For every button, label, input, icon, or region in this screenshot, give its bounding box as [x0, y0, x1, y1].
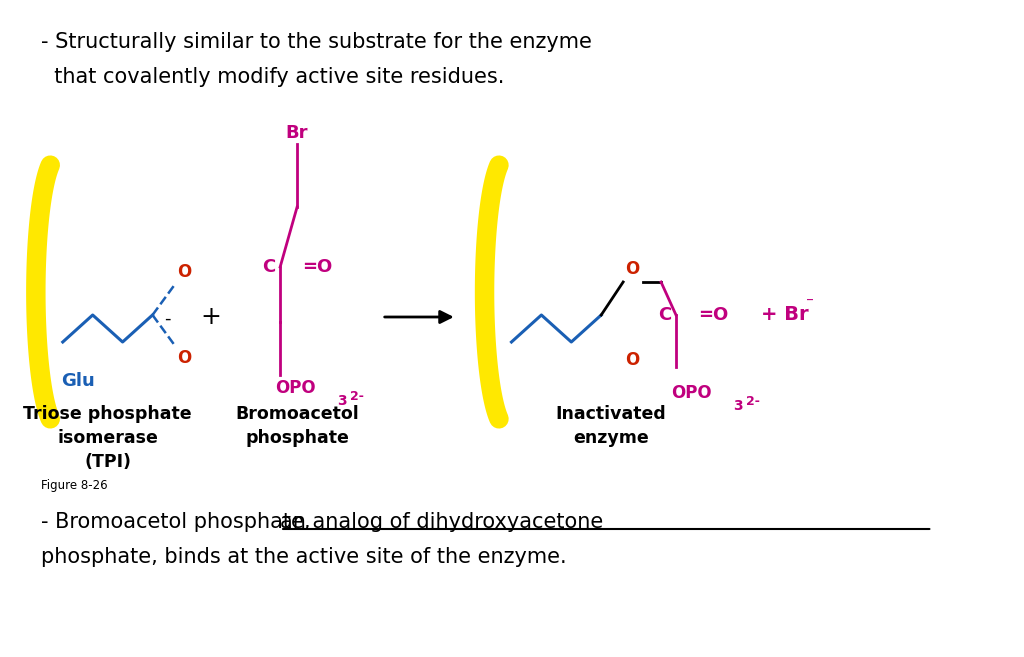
Text: =O: =O — [302, 258, 333, 276]
Text: an analog of dihydroxyacetone: an analog of dihydroxyacetone — [281, 512, 603, 532]
Text: =O: =O — [698, 306, 728, 324]
Text: phosphate, binds at the active site of the enzyme.: phosphate, binds at the active site of t… — [41, 547, 566, 567]
Text: OPO: OPO — [275, 379, 315, 397]
Text: OPO: OPO — [671, 384, 712, 402]
Text: (TPI): (TPI) — [84, 453, 131, 471]
Text: Triose phosphate: Triose phosphate — [24, 405, 191, 423]
Text: 2-: 2- — [745, 395, 760, 408]
Text: 2-: 2- — [350, 390, 364, 403]
Text: C: C — [262, 258, 275, 276]
Text: +: + — [200, 305, 221, 329]
Text: Glu: Glu — [60, 372, 94, 390]
Text: 3: 3 — [337, 394, 346, 408]
Text: Bromoacetol: Bromoacetol — [236, 405, 359, 423]
Text: - Bromoacetol phosphate,: - Bromoacetol phosphate, — [41, 512, 317, 532]
Text: O: O — [625, 260, 639, 278]
Text: O: O — [177, 263, 191, 281]
Text: phosphate: phosphate — [245, 429, 349, 447]
Text: C: C — [657, 306, 671, 324]
Text: Figure 8-26: Figure 8-26 — [41, 479, 108, 492]
Text: 3: 3 — [733, 399, 742, 413]
Text: that covalently modify active site residues.: that covalently modify active site resid… — [41, 67, 504, 87]
Text: O: O — [625, 351, 639, 369]
Text: - Structurally similar to the substrate for the enzyme: - Structurally similar to the substrate … — [41, 32, 592, 52]
Text: ⁻: ⁻ — [806, 296, 814, 311]
Text: isomerase: isomerase — [57, 429, 158, 447]
Text: Inactivated: Inactivated — [556, 405, 667, 423]
Text: Br: Br — [286, 124, 308, 142]
Text: O: O — [177, 349, 191, 367]
Text: enzyme: enzyme — [573, 429, 649, 447]
Text: + Br: + Br — [761, 306, 808, 325]
Text: -: - — [165, 310, 171, 328]
